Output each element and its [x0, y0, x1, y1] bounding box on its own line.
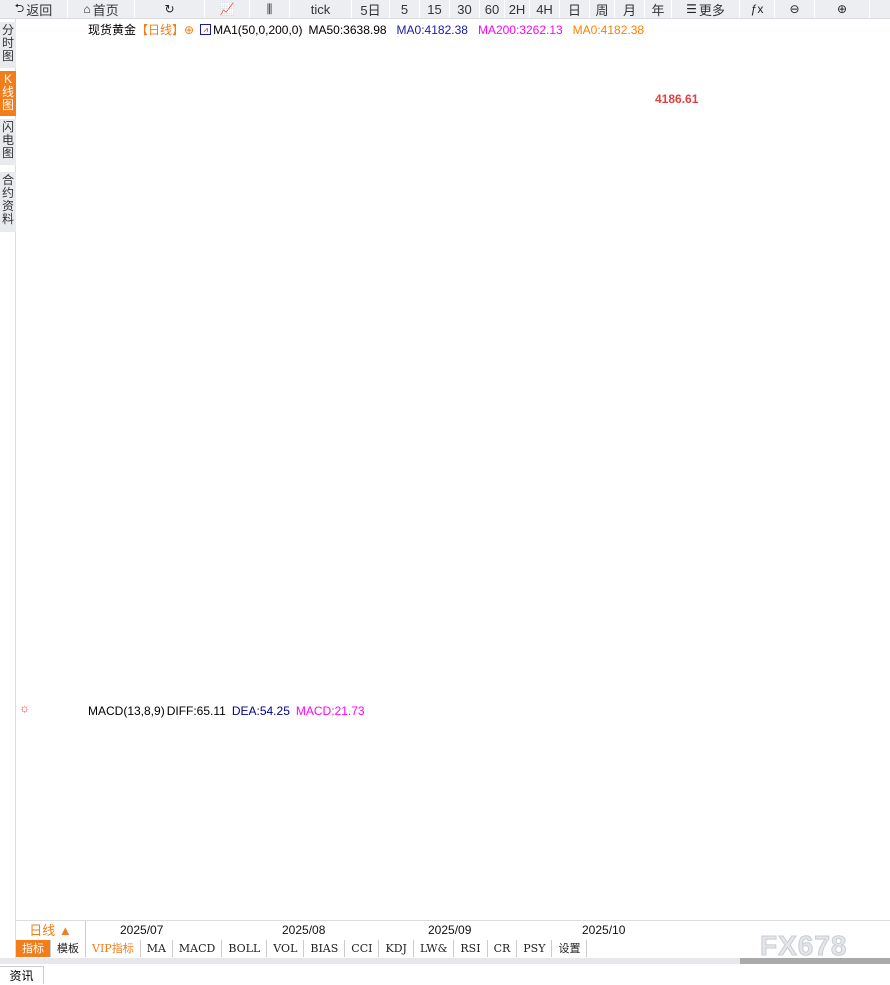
toolbar-label: 周 [595, 2, 609, 18]
indicator-tab-1[interactable]: 模板 [51, 940, 86, 957]
horizontal-scrollbar[interactable] [0, 958, 890, 964]
indicator-tab-3[interactable]: MA [140, 940, 173, 957]
toolbar: ⮌ 返回 ⌂ 首页 ↻ 📈 ⫼ tick 5日 5 15 30 60 2H 4H 日周月年 ☰ 更多 ƒx ⊖ ⊕ [0, 0, 890, 19]
indicator-tab-8[interactable]: CCI [345, 940, 380, 957]
menu-icon: ☰ [686, 2, 697, 16]
toolbar-label: 年 [651, 2, 665, 18]
toolbar-label: 5 [400, 1, 409, 17]
indicator-tab-5[interactable]: BOLL [222, 940, 268, 957]
line-chart-button[interactable]: 📈 [205, 0, 250, 18]
toolbar-btn-9[interactable]: 30 [450, 0, 480, 18]
zoom-out-icon: ⊖ [789, 2, 800, 16]
view-tab-2[interactable]: 闪电图 [0, 119, 16, 165]
watermark-logo: FX678 [760, 930, 848, 962]
function-icon: ƒx [750, 2, 764, 16]
zoom-in-icon: ⊕ [836, 2, 848, 16]
toolbar-label: 60 [484, 1, 500, 17]
toolbar-menu[interactable]: ☰ 更多 [672, 0, 740, 18]
ma200-value: MA200:3262.13 [477, 22, 563, 37]
toolbar-back-arrow[interactable]: ⮌ 返回 [0, 0, 68, 18]
ma50-value: MA50:3638.98 [308, 22, 387, 37]
main-legend: 现货黄金 【日线】 ⊕ ⩘ MA1(50,0,200,0) MA50:3638.… [88, 21, 644, 38]
toolbar-btn-13[interactable]: 日 [560, 0, 590, 18]
indicator-icon[interactable]: ⩘ [200, 24, 212, 35]
toolbar-btn-16[interactable]: 年 [645, 0, 672, 18]
toolbar-label: 30 [457, 1, 472, 17]
toolbar-btn-10[interactable]: 60 [480, 0, 505, 18]
toolbar-home[interactable]: ⌂ 首页 [68, 0, 135, 18]
toolbar-label: 更多 [698, 2, 725, 18]
settings-sun-icon[interactable]: ☼ [19, 701, 30, 715]
back-arrow-icon: ⮌ [14, 0, 25, 15]
x-tick-label: 2025/08 [282, 923, 326, 937]
indicator-tab-9[interactable]: KDJ [379, 940, 414, 957]
ma-indicator-name[interactable]: MA1(50,0,200,0) [213, 22, 303, 37]
x-tick-label: 2025/09 [428, 923, 472, 937]
indicator-tab-0[interactable]: 指标 [16, 940, 51, 957]
function-button[interactable]: ƒx [740, 0, 775, 18]
refresh-button[interactable]: ↻ [135, 0, 205, 18]
toolbar-btn-14[interactable]: 周 [590, 0, 615, 18]
macd-legend: MACD(13,8,9) DIFF:65.11 DEA:54.25 MACD:2… [88, 704, 365, 718]
toolbar-label: 5日 [360, 2, 381, 18]
toolbar-label: tick [310, 1, 331, 17]
x-tick-label: 2025/07 [120, 923, 164, 937]
toolbar-label: 4H [536, 1, 553, 17]
zoom-in-button[interactable]: ⊕ [815, 0, 870, 18]
toolbar-btn-5[interactable]: tick [290, 0, 352, 18]
candlestick-button[interactable]: ⫼ [250, 0, 290, 18]
toolbar-btn-15[interactable]: 月 [615, 0, 645, 18]
indicator-tab-10[interactable]: LW& [413, 940, 455, 957]
last-price-label: 4186.61 [655, 92, 699, 106]
line-chart-icon: 📈 [219, 2, 235, 16]
toolbar-label: 首页 [92, 2, 119, 18]
indicator-tab-2[interactable]: VIP指标 [86, 940, 141, 957]
view-tab-0[interactable]: 分时图 [0, 22, 16, 68]
indicator-tab-11[interactable]: RSI [454, 940, 488, 957]
toolbar-label: 2H [508, 1, 526, 17]
toolbar-label: 返回 [26, 2, 53, 18]
ma0-value: MA0:4182.38 [396, 22, 468, 37]
add-indicator-icon[interactable]: ⊕ [184, 22, 195, 37]
indicator-tab-14[interactable]: 设置 [552, 940, 588, 957]
ma0-value-2: MA0:4182.38 [572, 22, 645, 37]
indicator-tab-4[interactable]: MACD [172, 940, 223, 957]
view-tabs: 分时图 K线图闪电图合约资料 [0, 19, 16, 959]
scrollbar-thumb[interactable] [740, 958, 890, 964]
home-icon: ⌂ [83, 2, 91, 16]
tab-news[interactable]: 资讯 [0, 966, 44, 984]
indicator-tabs: 指标 模板 VIP指标 MA MACD BOLL VOL BIAS CCI KDJ LW& RSI CR… [16, 940, 588, 957]
period-select-button[interactable]: 日线 ▲ [16, 921, 86, 940]
indicator-tab-12[interactable]: CR [487, 940, 518, 957]
chart-canvas[interactable]: 4378.254218.764059.273899.783740.293580.… [0, 0, 890, 920]
date-axis: 日线 ▲ 2025/07 2025/08 2025/09 2025/10 [16, 920, 890, 940]
indicator-tab-6[interactable]: VOL [267, 940, 305, 957]
toolbar-btn-8[interactable]: 15 [420, 0, 450, 18]
candlestick-icon: ⫼ [266, 1, 273, 16]
indicator-tab-13[interactable]: PSY [517, 940, 553, 957]
dea-value: DEA:54.25 [231, 704, 290, 718]
macd-title[interactable]: MACD(13,8,9) [88, 704, 165, 718]
diff-value: DIFF:65.11 [166, 704, 226, 718]
toolbar-btn-7[interactable]: 5 [390, 0, 420, 18]
toolbar-label: 日 [567, 2, 581, 18]
toolbar-btn-6[interactable]: 5日 [352, 0, 390, 18]
view-tab-3[interactable]: 合约资料 [0, 172, 16, 232]
toolbar-btn-12[interactable]: 4H [530, 0, 560, 18]
toolbar-btn-11[interactable]: 2H [505, 0, 530, 18]
toolbar-label: 月 [622, 2, 636, 18]
toolbar-label: 15 [427, 1, 442, 17]
macd-value: MACD:21.73 [295, 704, 365, 718]
indicator-tab-7[interactable]: BIAS [304, 940, 346, 957]
period-label[interactable]: 【日线】 [136, 23, 185, 37]
view-tab-1[interactable]: K线图 [0, 71, 16, 116]
x-tick-label: 2025/10 [582, 923, 626, 937]
zoom-out-button[interactable]: ⊖ [775, 0, 815, 18]
refresh-icon: ↻ [164, 2, 175, 16]
symbol-name: 现货黄金 [88, 23, 137, 37]
